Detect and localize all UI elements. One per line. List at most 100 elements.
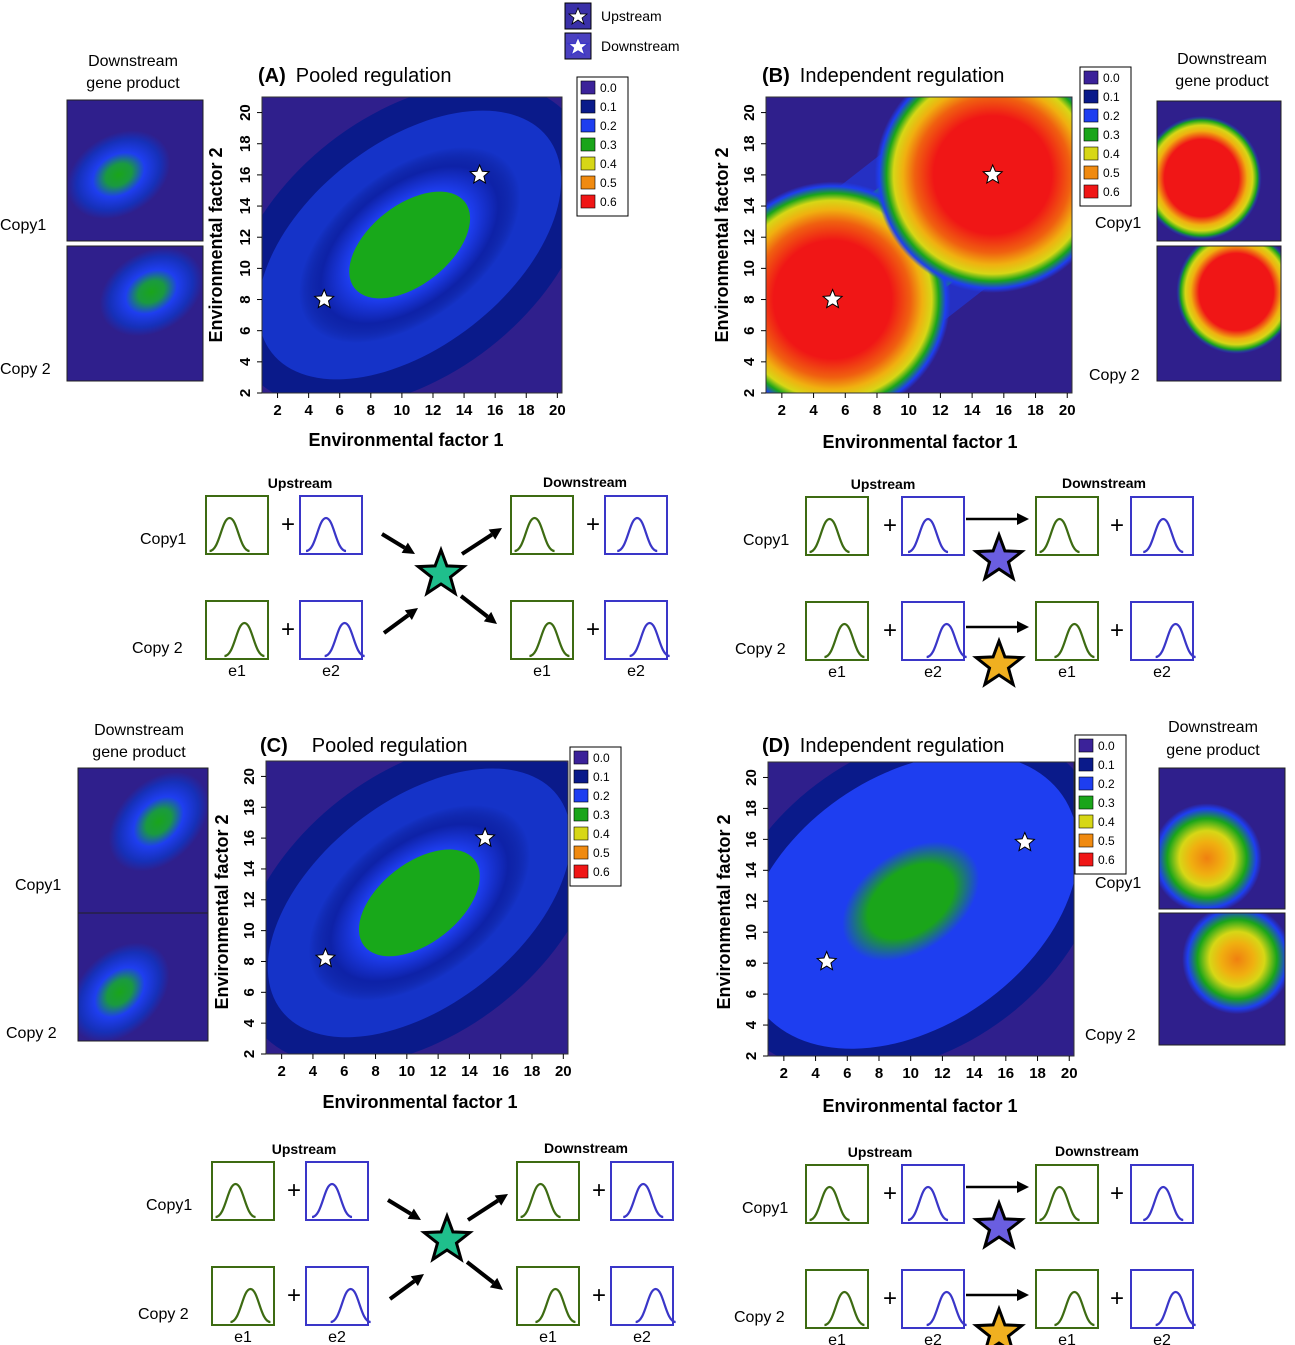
copy1-label: Copy1 <box>742 1200 788 1217</box>
panel-title: Independent regulation <box>800 735 1005 757</box>
copy1-label: Copy1 <box>146 1197 192 1214</box>
copy2-downstream-e2-curve <box>629 621 671 658</box>
copy1-label: Copy1 <box>0 217 46 234</box>
regulation-diagram-a: Upstream Downstream Copy1 Copy 2 + + + + e1 e2 e1 e… <box>132 474 671 680</box>
x-tick-label: 10 <box>900 402 917 419</box>
y-tick-label: 10 <box>741 260 758 277</box>
thumbnail-area <box>78 768 208 913</box>
thumbnail-peak <box>1182 913 1285 1015</box>
y-tick-label: 8 <box>743 959 760 967</box>
y-axis-label: Environmental factor 2 <box>714 814 734 1009</box>
colorbar-legend: 0.0 0.1 0.2 0.3 0.4 0.5 0.6 <box>1079 66 1132 207</box>
plus-sign: + <box>883 512 897 539</box>
e2-label: e2 <box>322 663 340 680</box>
svg-text:(B)Independent regulation: (B) Independent regulation <box>762 65 1004 87</box>
colorbar-swatch <box>573 769 589 784</box>
svg-text:(C)Pooled regulation: (C) Pooled regulation <box>260 735 467 757</box>
panel-title: Independent regulation <box>800 65 1005 87</box>
panel-a: (A) Pooled regulation Downstream gene pro… <box>0 53 504 450</box>
plus-sign: + <box>1110 1180 1124 1207</box>
e2-label: e2 <box>924 664 942 681</box>
downstream-thumbnail-copy1 <box>1158 767 1286 910</box>
x-tick-label: 6 <box>843 1065 851 1082</box>
copy1-label: Copy1 <box>140 531 186 548</box>
thumbnail-frame <box>66 245 204 382</box>
pooled-star-icon <box>420 1211 474 1263</box>
plot-area <box>766 97 1072 393</box>
y-tick-label: 18 <box>237 135 254 152</box>
arrow-head <box>483 611 497 624</box>
copy1-downstream-e2-box <box>1130 1164 1194 1224</box>
colorbar-legend: 0.0 0.1 0.2 0.3 0.4 0.5 0.6 <box>576 76 629 217</box>
plus-sign: + <box>281 511 295 538</box>
y-tick-label: 6 <box>743 990 760 998</box>
colorbar-swatch <box>1083 165 1099 180</box>
copy2-label: Copy 2 <box>735 641 786 658</box>
thumbnail-frame <box>66 99 204 242</box>
plus-sign: + <box>1110 1285 1124 1312</box>
upstream-label: Upstream <box>851 476 916 492</box>
x-tick-label: 12 <box>425 402 442 419</box>
contour-level-0.3 <box>349 191 471 299</box>
copy2-downstream-e1-curve <box>1054 1290 1095 1327</box>
y-tick-label: 10 <box>241 922 258 939</box>
star-icon <box>567 6 589 25</box>
colorbar-swatch <box>573 826 589 841</box>
x-tick-label: 6 <box>340 1063 348 1080</box>
downstream-thumbnail-copy2 <box>1158 912 1286 1046</box>
copy2-upstream-e1-curve <box>224 621 265 658</box>
copy2-star-icon <box>972 1304 1026 1345</box>
colorbar-swatch <box>580 175 596 190</box>
copy1-downstream-e1-curve <box>514 516 555 553</box>
colorbar-swatch <box>573 807 589 822</box>
y-tick-label: 8 <box>241 957 258 965</box>
plus-sign: + <box>883 1180 897 1207</box>
plus-sign: + <box>1110 512 1124 539</box>
y-tick-label: 4 <box>743 1020 760 1029</box>
x-tick-label: 2 <box>273 402 281 419</box>
colorbar-label: 0.2 <box>1098 777 1115 791</box>
thumbnail-frame <box>77 912 209 1042</box>
copy2-downstream-e2-curve <box>635 1287 677 1324</box>
panel-c: (C) Pooled regulation Downstream gene pro… <box>6 722 518 1112</box>
copy2-downstream-e1-curve <box>529 621 570 658</box>
panel-title: Pooled regulation <box>312 735 468 757</box>
colorbar-legend: 0.0 0.1 0.2 0.3 0.4 0.5 0.6 <box>569 746 622 887</box>
plot-frame <box>261 96 563 394</box>
downstream-label: Downstream <box>1055 1143 1139 1159</box>
e1-label: e1 <box>828 664 846 681</box>
downstream-thumbnail-copy1 <box>77 767 209 914</box>
copy1-upstream-e2-box <box>901 496 965 556</box>
e1-label: e1 <box>533 663 551 680</box>
y-tick-label: 12 <box>241 891 258 908</box>
svg-text:(D)Independent regulation: (D) Independent regulation <box>762 735 1004 757</box>
thumbnail-frame <box>1158 912 1286 1046</box>
arrow-head <box>401 542 415 554</box>
contour-level-0.3 <box>358 849 480 957</box>
downstream-thumbnail-copy1 <box>66 99 204 242</box>
colorbar-label: 0.6 <box>1103 185 1120 199</box>
colorbar-swatch <box>1083 127 1099 142</box>
copy2-downstream-e1-box <box>1035 601 1099 661</box>
copy1-upstream-e1-curve <box>809 1185 850 1222</box>
regulation-diagram-d: Upstream Downstream Copy1 Copy 2 + + + + e1 e2 e1 e… <box>734 1143 1197 1345</box>
copy2-upstream-e1-curve <box>824 622 865 659</box>
colorbar-label: 0.2 <box>593 789 610 803</box>
copy2-label: Copy 2 <box>734 1309 785 1326</box>
colorbar-label: 0.1 <box>1103 90 1120 104</box>
upstream-legend-label: Upstream <box>601 8 662 24</box>
copy2-downstream-e1-curve <box>535 1287 576 1324</box>
e2-label: e2 <box>627 663 645 680</box>
colorbar-swatch <box>580 99 596 114</box>
data-star-2 <box>981 163 1004 185</box>
x-tick-label: 2 <box>277 1063 285 1080</box>
downstream-label: Downstream <box>1062 475 1146 491</box>
gene-product-label-line1: Downstream <box>94 722 184 739</box>
y-tick-label: 2 <box>743 1052 760 1060</box>
plus-sign: + <box>586 511 600 538</box>
y-tick-label: 12 <box>743 893 760 910</box>
x-tick-label: 4 <box>304 402 313 419</box>
colorbar-swatch <box>580 80 596 95</box>
gene-product-label-line1: Downstream <box>1168 719 1258 736</box>
copy2-label: Copy 2 <box>0 361 51 378</box>
